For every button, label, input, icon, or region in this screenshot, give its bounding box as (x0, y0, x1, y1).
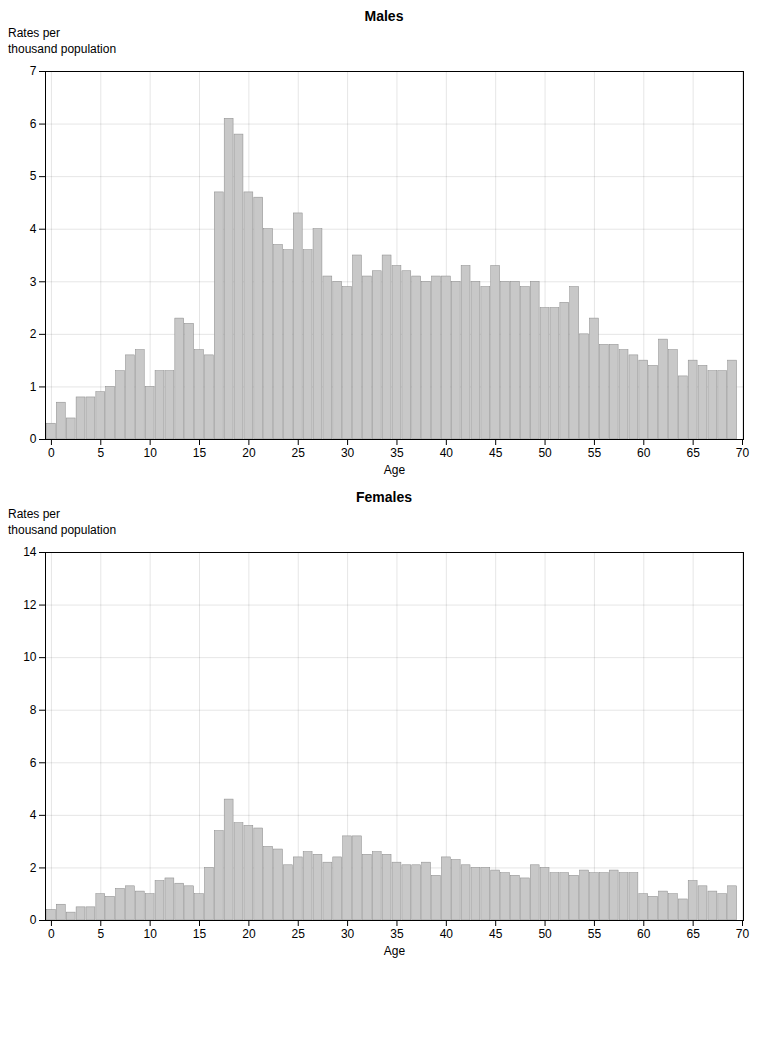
svg-text:10: 10 (143, 446, 157, 460)
html-text:Rates per thousand population: Rates per thousand population (8, 26, 117, 56)
svg-text:40: 40 (440, 446, 454, 460)
svg-text:50: 50 (538, 927, 552, 941)
svg-text:7: 7 (30, 65, 37, 79)
svg-text:55: 55 (588, 446, 602, 460)
svg-text:45: 45 (489, 446, 503, 460)
svg-text:20: 20 (242, 927, 256, 941)
svg-text:3: 3 (30, 275, 37, 289)
svg-text:1: 1 (30, 380, 37, 394)
svg-text:50: 50 (538, 446, 552, 460)
svg-text:0: 0 (30, 433, 37, 447)
svg-text:35: 35 (390, 446, 404, 460)
svg-text:14: 14 (23, 546, 37, 560)
html-text:Males: Males (364, 8, 404, 24)
svg-text:Age: Age (384, 463, 406, 477)
svg-text:10: 10 (23, 651, 37, 665)
svg-text:8: 8 (30, 703, 37, 717)
svg-text:0: 0 (48, 927, 55, 941)
svg-text:35: 35 (390, 927, 404, 941)
svg-text:20: 20 (242, 446, 256, 460)
svg-text:5: 5 (97, 927, 104, 941)
svg-text:55: 55 (588, 927, 602, 941)
svg-text:70: 70 (736, 446, 750, 460)
svg-text:65: 65 (686, 927, 700, 941)
svg-text:10: 10 (143, 927, 157, 941)
svg-text:60: 60 (637, 927, 651, 941)
svg-text:70: 70 (736, 927, 750, 941)
svg-text:6: 6 (30, 756, 37, 770)
svg-text:2: 2 (30, 861, 37, 875)
svg-text:25: 25 (292, 446, 306, 460)
svg-text:4: 4 (30, 222, 37, 236)
svg-text:40: 40 (440, 927, 454, 941)
svg-text:6: 6 (30, 117, 37, 131)
svg-text:Age: Age (384, 944, 406, 958)
svg-text:25: 25 (292, 927, 306, 941)
svg-text:45: 45 (489, 927, 503, 941)
svg-text:0: 0 (30, 914, 37, 928)
html-text:Females: Females (356, 489, 412, 506)
html-text:Rates per thousand population: Rates per thousand population (8, 507, 117, 537)
svg-text:15: 15 (193, 446, 207, 460)
svg-text:12: 12 (23, 598, 37, 612)
svg-text:65: 65 (686, 446, 700, 460)
svg-text:2: 2 (30, 327, 37, 341)
svg-text:30: 30 (341, 446, 355, 460)
svg-text:4: 4 (30, 809, 37, 823)
svg-text:30: 30 (341, 927, 355, 941)
svg-text:0: 0 (48, 446, 55, 460)
svg-text:60: 60 (637, 446, 651, 460)
svg-text:5: 5 (30, 170, 37, 184)
svg-text:5: 5 (97, 446, 104, 460)
svg-text:15: 15 (193, 927, 207, 941)
